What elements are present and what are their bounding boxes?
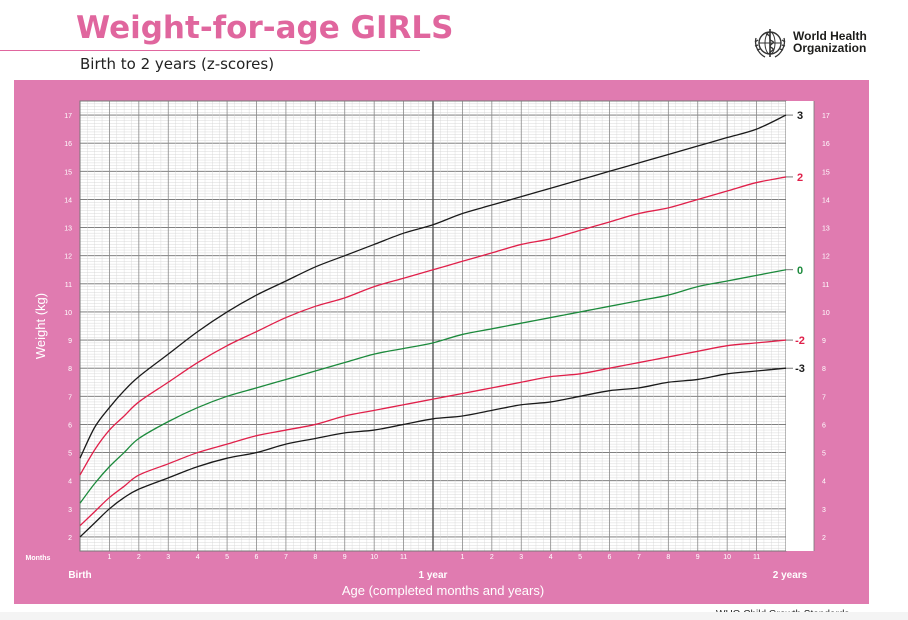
- who-name: World Health Organization: [793, 30, 867, 54]
- y-tick-label-right: 2: [822, 535, 826, 542]
- curve-z-minus3: [79, 367, 787, 538]
- x-axis-title: Age (completed months and years): [342, 583, 544, 598]
- x-tick-label-month: 9: [343, 554, 347, 561]
- y-tick-label-right: 9: [822, 338, 826, 345]
- y-tick-label-left: 13: [64, 226, 72, 233]
- curve-z-2: [79, 176, 787, 476]
- y-axis-ticks: 2 2 3 3 4 4 5 5 6 6 7 7 8 8 9 9 10 10 11 11 12 12 13 13 14 14 15 15…: [64, 113, 830, 542]
- grid-vertical: [79, 101, 787, 551]
- y-tick-label-left: 17: [64, 113, 72, 120]
- y-tick-label-right: 15: [822, 169, 830, 176]
- x-tick-label-month: 7: [284, 554, 288, 561]
- x-tick-label-month: 2: [137, 554, 141, 561]
- y-tick-label-left: 16: [64, 141, 72, 148]
- z-score-label-minus3: -3: [795, 363, 805, 375]
- y-tick-label-left: 8: [68, 366, 72, 373]
- x-year-label: Birth: [68, 570, 91, 581]
- y-tick-label-right: 6: [822, 422, 826, 429]
- x-tick-label-month: 10: [723, 554, 731, 561]
- x-tick-label-month: 8: [666, 554, 670, 561]
- curve-z-0: [79, 269, 787, 504]
- y-tick-label-right: 4: [822, 479, 826, 486]
- y-tick-label-left: 6: [68, 422, 72, 429]
- x-tick-label-month: 7: [637, 554, 641, 561]
- page-bottom-strip: [0, 612, 908, 620]
- x-year-label: 2 years: [773, 570, 808, 581]
- y-tick-label-right: 17: [822, 113, 830, 120]
- y-tick-label-left: 2: [68, 535, 72, 542]
- x-tick-label-month: 5: [225, 554, 229, 561]
- z-score-label-minus2: -2: [795, 335, 805, 347]
- y-tick-label-right: 12: [822, 254, 830, 261]
- x-unit-label: Months: [26, 555, 51, 562]
- x-tick-label-month: 5: [578, 554, 582, 561]
- curve-z-3: [79, 114, 787, 459]
- y-tick-label-left: 4: [68, 479, 72, 486]
- y-tick-label-right: 5: [822, 451, 826, 458]
- x-tick-label-month: 1: [107, 554, 111, 561]
- x-tick-label-month: 6: [608, 554, 612, 561]
- y-tick-label-left: 14: [64, 197, 72, 204]
- title-underline: [0, 50, 420, 51]
- y-tick-label-right: 10: [822, 310, 830, 317]
- x-tick-label-month: 11: [753, 554, 760, 561]
- y-tick-label-right: 13: [822, 226, 830, 233]
- y-tick-label-left: 15: [64, 169, 72, 176]
- y-tick-label-right: 14: [822, 197, 830, 204]
- who-name-line1: World Health: [793, 29, 867, 43]
- x-tick-label-month: 11: [400, 554, 407, 561]
- x-tick-label-month: 6: [255, 554, 259, 561]
- y-tick-label-right: 3: [822, 507, 826, 514]
- y-tick-label-left: 10: [64, 310, 72, 317]
- x-tick-label-month: 4: [549, 554, 553, 561]
- z-label-column: [786, 101, 814, 551]
- y-axis-title: Weight (kg): [33, 293, 48, 359]
- y-tick-label-right: 8: [822, 366, 826, 373]
- z-score-label-3: 3: [797, 110, 803, 122]
- y-tick-label-left: 11: [65, 282, 72, 289]
- y-tick-label-right: 16: [822, 141, 830, 148]
- x-year-label: 1 year: [419, 570, 448, 581]
- z-score-label-0: 0: [797, 265, 803, 277]
- x-tick-label-month: 10: [370, 554, 378, 561]
- y-tick-label-right: 7: [822, 394, 826, 401]
- who-logo: World Health Organization: [751, 24, 881, 64]
- x-tick-label-month: 9: [696, 554, 700, 561]
- z-score-label-2: 2: [797, 172, 803, 184]
- x-tick-label-month: 3: [166, 554, 170, 561]
- who-emblem-icon: [754, 29, 786, 58]
- page-subtitle: Birth to 2 years (z-scores): [80, 55, 275, 73]
- x-tick-label-month: 2: [490, 554, 494, 561]
- y-tick-label-left: 7: [68, 394, 72, 401]
- who-name-line2: Organization: [793, 41, 867, 55]
- y-tick-label-left: 12: [64, 254, 72, 261]
- page-title: Weight-for-age GIRLS: [76, 10, 454, 46]
- z-score-curves: 3 2 0 -2 -3: [79, 110, 805, 538]
- x-tick-label-month: 8: [313, 554, 317, 561]
- x-tick-label-month: 3: [519, 554, 523, 561]
- y-tick-label-right: 11: [822, 282, 829, 289]
- curve-z-minus2: [79, 339, 787, 527]
- x-tick-label-month: 4: [196, 554, 200, 561]
- x-tick-label-month: 1: [460, 554, 464, 561]
- y-tick-label-left: 9: [68, 338, 72, 345]
- y-tick-label-left: 3: [68, 507, 72, 514]
- y-tick-label-left: 5: [68, 451, 72, 458]
